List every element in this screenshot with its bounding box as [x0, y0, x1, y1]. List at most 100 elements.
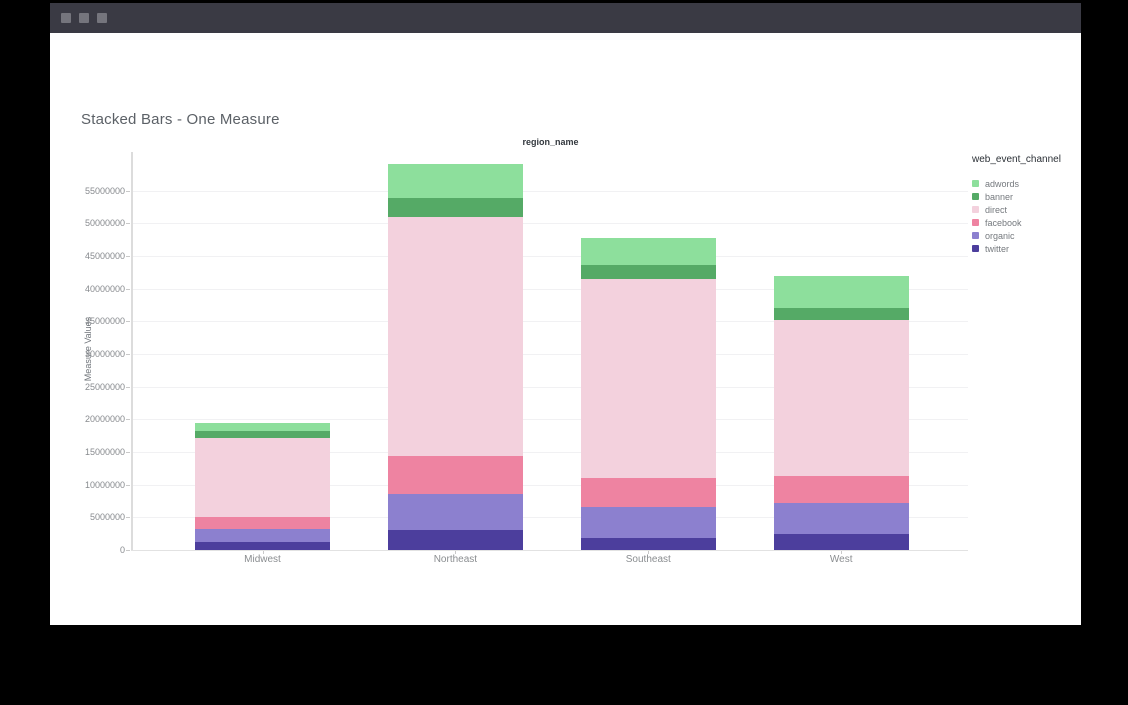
window-control-button-icon[interactable] [97, 13, 107, 23]
gridline [133, 223, 968, 225]
y-tick-label: 10000000 [84, 479, 125, 490]
window-control-button-icon[interactable] [61, 13, 71, 23]
gridline [133, 321, 968, 323]
legend-swatch-icon [972, 219, 979, 226]
bar-segment-banner-northeast[interactable] [387, 198, 523, 218]
legend: web_event_channel adwords banner direct fac… [972, 154, 1078, 255]
y-tick-label: 55000000 [84, 185, 125, 196]
bar-segment-facebook-northeast[interactable] [387, 455, 523, 495]
plot-area: 0 5000000 10000000 15000000 20000000 25000000… [85, 152, 968, 555]
bar-segment-banner-southeast[interactable] [580, 265, 716, 280]
chart-title: Stacked Bars - One Measure [81, 111, 280, 128]
y-tick-label: 50000000 [84, 218, 125, 229]
bar-stack-west [773, 275, 909, 550]
window-titlebar [50, 3, 1081, 33]
gridline [133, 353, 968, 355]
x-tick-mark [648, 551, 650, 554]
legend-item-label: banner [985, 191, 1014, 202]
bar-segment-twitter-northeast[interactable] [387, 530, 523, 550]
legend-title: web_event_channel [972, 154, 1061, 165]
bar-segment-twitter-southeast[interactable] [580, 537, 716, 550]
legend-item-twitter[interactable]: twitter [972, 242, 1078, 255]
y-tick-mark [126, 550, 130, 551]
y-tick-label: 15000000 [84, 446, 125, 457]
bar-segment-adwords-northeast[interactable] [387, 163, 523, 199]
legend-swatch-icon [972, 232, 979, 239]
y-tick-mark [126, 190, 130, 192]
legend-swatch-icon [972, 206, 979, 213]
bar-segment-banner-midwest[interactable] [195, 431, 330, 439]
x-tick-mark [262, 551, 264, 554]
y-tick-label: 5000000 [89, 512, 125, 523]
bar-segment-facebook-midwest[interactable] [195, 516, 330, 530]
legend-item-facebook[interactable]: facebook [972, 216, 1078, 229]
x-tick-mark [841, 551, 843, 554]
x-tick-label-midwest: Midwest [244, 554, 281, 562]
legend-item-adwords[interactable]: adwords [972, 177, 1078, 190]
y-tick-label: 20000000 [84, 414, 125, 425]
window-control-button-icon[interactable] [79, 13, 89, 23]
y-tick-label: 25000000 [84, 381, 125, 392]
x-axis-title: region_name [522, 137, 579, 147]
y-tick-mark [126, 484, 130, 486]
legend-item-label: twitter [985, 243, 1010, 254]
gridline [133, 484, 968, 486]
bar-segment-direct-midwest[interactable] [195, 438, 330, 517]
chart-page: Stacked Bars - One Measure region_name M… [50, 33, 1081, 625]
y-tick-mark [126, 451, 130, 453]
bar-segment-direct-west[interactable] [773, 319, 909, 476]
gridline [133, 517, 968, 519]
legend-swatch-icon [972, 193, 979, 200]
gridline [133, 386, 968, 388]
bar-segment-organic-northeast[interactable] [387, 494, 523, 531]
legend-item-label: facebook [985, 217, 1022, 228]
bar-segment-organic-southeast[interactable] [580, 506, 716, 538]
legend-item-label: adwords [985, 178, 1020, 189]
bar-segment-facebook-west[interactable] [773, 475, 909, 503]
gridline [133, 419, 968, 421]
bar-segment-adwords-southeast[interactable] [580, 237, 716, 266]
x-axis-line [131, 550, 968, 551]
bar-segment-direct-southeast[interactable] [580, 279, 716, 479]
bar-segment-direct-northeast[interactable] [387, 217, 523, 456]
y-tick-mark [126, 419, 130, 421]
legend-item-label: direct [985, 204, 1008, 215]
bar-stack-midwest [195, 422, 330, 550]
bar-segment-adwords-midwest[interactable] [195, 422, 330, 432]
y-tick-mark [126, 386, 130, 388]
bar-stack-northeast [387, 163, 523, 550]
y-tick-mark [126, 223, 130, 225]
y-tick-mark [126, 255, 130, 257]
bar-stack-southeast [580, 237, 716, 550]
y-tick-mark [126, 353, 130, 355]
bar-segment-facebook-southeast[interactable] [580, 478, 716, 507]
y-axis-line [131, 152, 133, 550]
bar-segment-organic-west[interactable] [773, 502, 909, 535]
legend-swatch-icon [972, 245, 979, 252]
y-tick-label: 45000000 [84, 250, 125, 261]
y-tick-mark [126, 321, 130, 323]
y-tick-label: 40000000 [84, 283, 125, 294]
y-tick-mark [126, 288, 130, 290]
gridline [133, 288, 968, 290]
gridline [133, 190, 968, 192]
bar-segment-adwords-west[interactable] [773, 275, 909, 309]
bar-segment-banner-west[interactable] [773, 308, 909, 320]
bar-segment-twitter-west[interactable] [773, 534, 909, 550]
bar-segment-organic-midwest[interactable] [195, 529, 330, 543]
legend-item-organic[interactable]: organic [972, 229, 1078, 242]
legend-item-direct[interactable]: direct [972, 203, 1078, 216]
gridline [133, 451, 968, 453]
x-tick-label-southeast: Southeast [625, 554, 671, 562]
y-tick-label: 30000000 [84, 348, 125, 359]
x-tick-mark [455, 551, 457, 554]
x-tick-label-northeast: Northeast [433, 554, 478, 562]
y-tick-mark [126, 517, 130, 519]
legend-item-banner[interactable]: banner [972, 190, 1078, 203]
y-tick-label: 35000000 [84, 316, 125, 327]
gridline [133, 255, 968, 257]
x-tick-label-west: West [829, 554, 853, 562]
bar-segment-twitter-midwest[interactable] [195, 542, 330, 550]
legend-swatch-icon [972, 180, 979, 187]
